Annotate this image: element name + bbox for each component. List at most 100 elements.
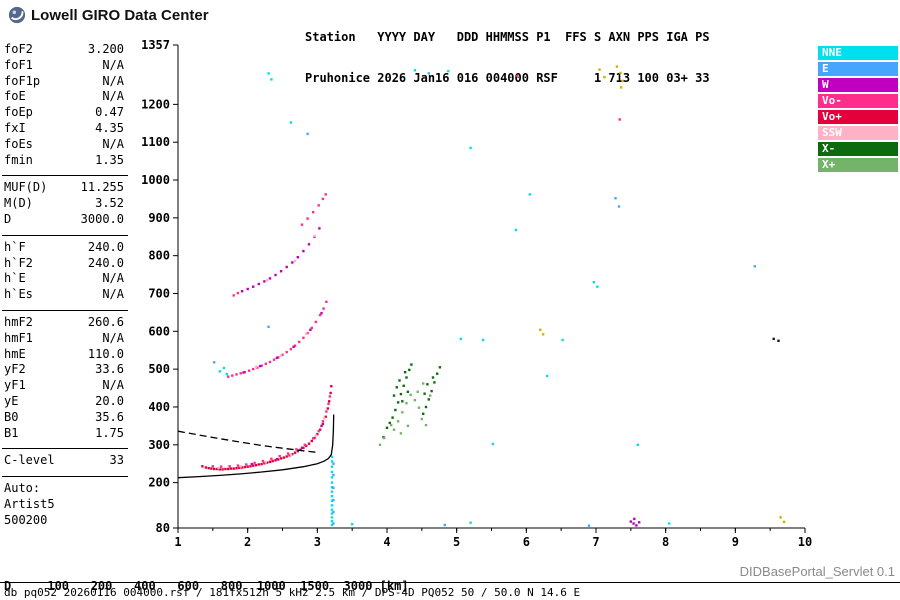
point-Vo- <box>256 366 259 369</box>
param-label: B0 <box>4 409 19 424</box>
point-W <box>275 356 279 359</box>
point-Vo- <box>618 118 621 121</box>
station-header-values: Pruhonice 2026 Jan16 016 004000 RSF 1 71… <box>305 70 710 85</box>
point-NNE <box>546 374 549 378</box>
param-row-clevel: C-level 33 <box>2 453 128 469</box>
point-W <box>274 273 277 277</box>
param-label: hmE <box>4 346 26 361</box>
point-Vo- <box>310 326 313 330</box>
point-E <box>332 462 335 465</box>
point-Vo+ <box>330 385 333 388</box>
point-Vo+ <box>254 464 258 467</box>
param-row-md: M(D) 3.52 <box>2 196 128 212</box>
point-NNE <box>330 495 334 498</box>
param-value: N/A <box>102 89 124 104</box>
point-X- <box>408 368 411 372</box>
param-row-hes: h`Es N/A <box>2 287 128 303</box>
point-Vo- <box>298 340 301 344</box>
param-value: 110.0 <box>87 346 124 361</box>
point-W <box>268 277 272 280</box>
point-NNE <box>330 512 334 515</box>
point-W <box>632 522 635 525</box>
y-tick-label: 900 <box>148 211 170 225</box>
param-row-ye: yE 20.0 <box>2 394 128 410</box>
point-Vo+ <box>257 463 260 466</box>
giro-logo-icon <box>8 6 26 24</box>
point-Vo+ <box>271 459 274 463</box>
point-Vo+ <box>227 467 230 471</box>
point-SSW <box>323 417 326 420</box>
point-NNE <box>561 338 564 342</box>
point-Vo- <box>211 465 214 468</box>
param-row-fof1: foF1 N/A <box>2 58 128 74</box>
point-Vo- <box>321 420 325 423</box>
point-NNE <box>481 338 485 342</box>
point-X+ <box>405 402 408 405</box>
param-row-fmin: fmin 1.35 <box>2 153 128 169</box>
param-row-artist5: Artist5 <box>2 497 128 513</box>
point-Vo- <box>232 294 235 297</box>
point-W <box>252 285 255 288</box>
point-W <box>240 290 244 293</box>
point-X+ <box>424 423 428 427</box>
point-Vo+ <box>318 428 322 431</box>
y-tick-label: 1357 <box>141 38 170 52</box>
legend-item-x-minus: X- <box>818 142 898 156</box>
point-NNE <box>330 490 334 493</box>
param-value: 240.0 <box>87 255 124 270</box>
point-W <box>320 424 323 428</box>
param-row-fxi: fxI 4.35 <box>2 121 128 137</box>
point-Vo+ <box>252 464 255 467</box>
point-W <box>318 227 321 230</box>
param-row-fof1p: foF1p N/A <box>2 74 128 90</box>
point-SSW <box>254 365 258 369</box>
point-W <box>263 280 266 283</box>
point-NNE <box>447 69 450 73</box>
point-NNE <box>330 523 334 527</box>
param-label: foF1 <box>4 57 33 72</box>
point-X+ <box>420 417 423 421</box>
point-Vo- <box>312 437 315 440</box>
param-label: yF1 <box>4 378 26 393</box>
point-Vo- <box>270 457 273 460</box>
point-Vo- <box>268 360 272 364</box>
point-X- <box>392 394 396 397</box>
point-Vo+ <box>243 465 247 469</box>
point-Vo+ <box>207 467 210 470</box>
point-Vo- <box>278 454 281 458</box>
param-value: N/A <box>102 330 124 345</box>
param-label: hmF2 <box>4 314 33 329</box>
param-label: fxI <box>4 120 26 135</box>
param-row-hf: h`F 240.0 <box>2 240 128 256</box>
param-row-mufd: MUF(D) 11.255 <box>2 180 128 196</box>
point-X- <box>401 400 404 403</box>
point-Vo- <box>321 197 325 201</box>
point-unclassified-yellow <box>598 68 601 71</box>
point-Vo- <box>324 193 327 196</box>
point-NNE <box>459 337 462 341</box>
point-Vo- <box>295 448 298 451</box>
status-text: db pq052 20260116 004000.rsf / 181fx512h… <box>4 586 581 599</box>
point-X+ <box>409 393 412 397</box>
point-E <box>267 325 270 328</box>
point-Vo+ <box>201 465 204 468</box>
parameter-panel: foF2 3.200 foF1 N/A foF1p N/A foE N/A foEp 0.47 fx… <box>2 40 128 533</box>
point-Vo+ <box>293 451 297 454</box>
point-unclassified-yellow <box>782 520 786 524</box>
param-label: h`Es <box>4 287 33 302</box>
brand-title: Lowell GIRO Data Center <box>31 6 209 24</box>
point-SSW <box>217 466 220 470</box>
point-NNE <box>469 521 472 524</box>
point-X- <box>438 366 442 369</box>
point-NNE <box>330 455 334 459</box>
point-X- <box>436 372 439 375</box>
point-W <box>257 282 260 286</box>
point-NNE <box>330 504 334 507</box>
point-SSW <box>264 461 267 464</box>
point-Vo- <box>220 465 223 468</box>
point-E <box>753 265 756 268</box>
servlet-version-label: DIDBasePortal_Servlet 0.1 <box>739 564 895 579</box>
param-value: N/A <box>102 73 124 88</box>
point-X- <box>394 408 397 412</box>
plot-axes <box>173 44 806 533</box>
